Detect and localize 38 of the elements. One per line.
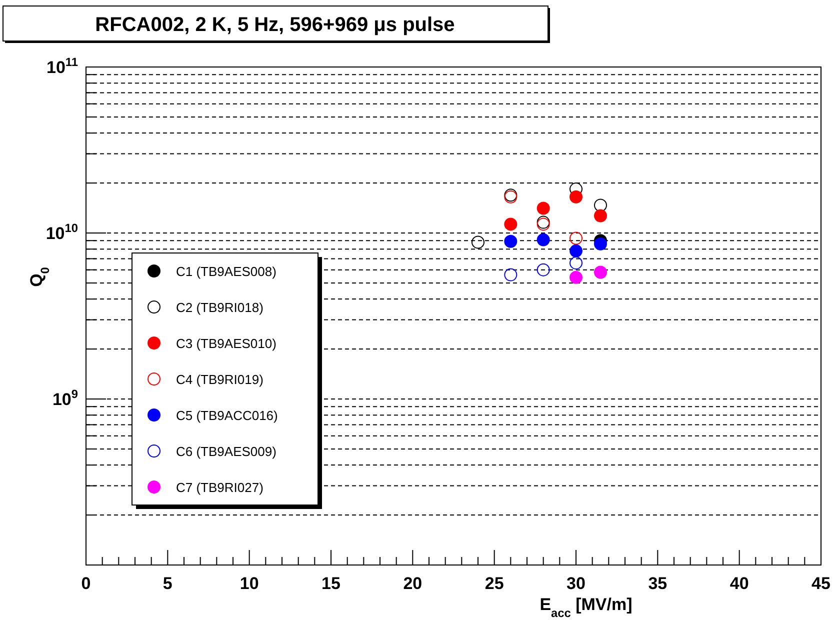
x-tick-label: 20 xyxy=(403,574,422,593)
point xyxy=(536,233,550,246)
point xyxy=(536,263,550,276)
point xyxy=(504,234,518,248)
x-axis-title: E$_{acc}$ [MV/m] xyxy=(540,595,632,620)
point xyxy=(536,202,550,215)
x-tick-label: 10 xyxy=(240,574,259,593)
point xyxy=(594,266,607,279)
point xyxy=(594,209,607,222)
point xyxy=(472,236,484,249)
legend-label: C3 (TB9AES010) xyxy=(176,336,276,351)
legend-label: C7 (TB9RI027) xyxy=(176,480,264,495)
y-tick-label: 10$^{9}$ xyxy=(52,387,78,409)
x-tick-label: 30 xyxy=(566,574,586,593)
x-tick-label: 5 xyxy=(162,574,172,593)
x-tick-label: 15 xyxy=(322,574,340,593)
point xyxy=(594,198,607,212)
x-tick-label: 25 xyxy=(484,574,504,593)
legend-label: C2 (TB9RI018) xyxy=(176,300,264,315)
point xyxy=(570,256,582,270)
y-tick-label: 10$^{11}$ xyxy=(46,55,78,77)
x-tick-label: 40 xyxy=(730,574,749,593)
point xyxy=(504,268,518,282)
x-tick-label: 45 xyxy=(812,574,830,593)
x-tick-label: 0 xyxy=(81,574,91,593)
legend-label: C1 (TB9AES008) xyxy=(176,264,276,279)
x-tick-label: 35 xyxy=(648,574,668,593)
point xyxy=(570,232,582,245)
point xyxy=(570,190,582,204)
point xyxy=(570,244,582,258)
point xyxy=(504,218,518,231)
point xyxy=(594,237,607,250)
chart-title: RFCA002, 2 K, 5 Hz, 596+969 μs pulse xyxy=(95,14,455,36)
legend-label: C4 (TB9RI019) xyxy=(176,372,264,387)
point xyxy=(570,270,582,284)
legend-label: C6 (TB9AES009) xyxy=(176,444,276,459)
y-tick-label: 10$^{10}$ xyxy=(46,221,78,243)
legend-label: C5 (TB9ACC016) xyxy=(176,408,278,423)
